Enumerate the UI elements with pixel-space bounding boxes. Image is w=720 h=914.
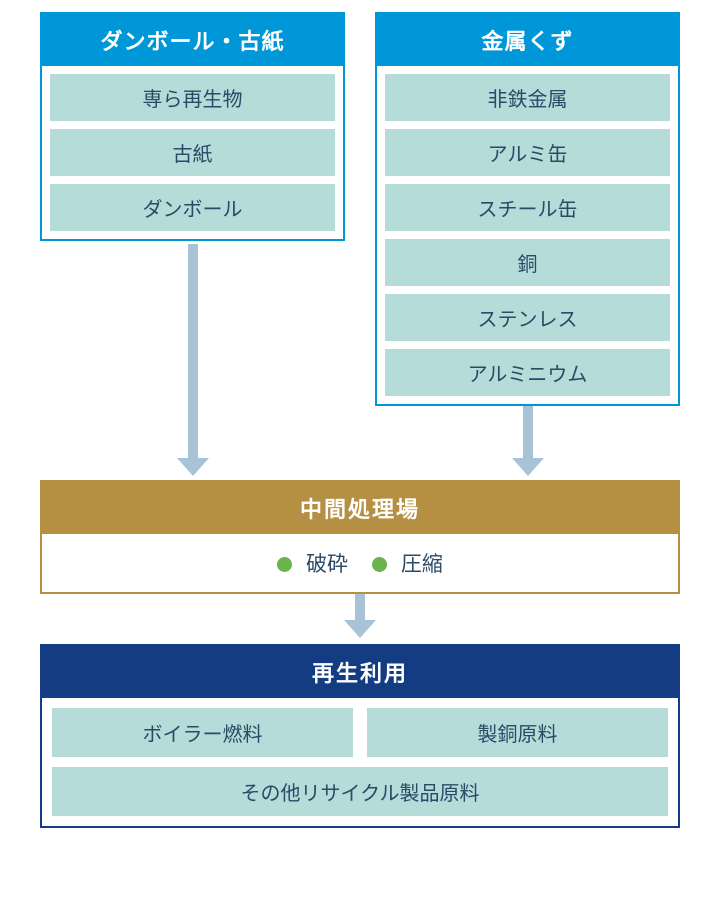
arrow-down-icon bbox=[510, 406, 546, 476]
recycle-box: 再生利用 ボイラー燃料製銅原料 その他リサイクル製品原料 bbox=[40, 644, 680, 828]
recycle-item: 製銅原料 bbox=[367, 708, 668, 757]
category-item: 古紙 bbox=[50, 129, 335, 176]
intermediate-processes: 破砕 圧縮 bbox=[42, 534, 678, 592]
bullet-dot-icon bbox=[372, 557, 387, 572]
process-label: 破砕 bbox=[300, 553, 348, 576]
recycle-row-1: ボイラー燃料製銅原料 bbox=[52, 708, 668, 757]
arrow-down-icon bbox=[342, 594, 378, 638]
category-item: スチール缶 bbox=[385, 184, 670, 231]
category-box-cardboard: ダンボール・古紙 専ら再生物古紙ダンボール bbox=[40, 12, 345, 241]
category-item: アルミ缶 bbox=[385, 129, 670, 176]
category-item: アルミニウム bbox=[385, 349, 670, 396]
recycle-row-2: その他リサイクル製品原料 bbox=[52, 767, 668, 816]
top-categories-row: ダンボール・古紙 専ら再生物古紙ダンボール 金属くず 非鉄金属アルミ缶スチール缶… bbox=[40, 12, 680, 406]
intermediate-processing-box: 中間処理場 破砕 圧縮 bbox=[40, 480, 680, 594]
category-item: 銅 bbox=[385, 239, 670, 286]
category-item: 非鉄金属 bbox=[385, 74, 670, 121]
recycle-item: ボイラー燃料 bbox=[52, 708, 353, 757]
category-item: ステンレス bbox=[385, 294, 670, 341]
arrow-cell-right bbox=[375, 406, 680, 476]
bullet-dot-icon bbox=[277, 557, 292, 572]
process-label: 圧縮 bbox=[395, 553, 443, 576]
arrow-down-icon bbox=[175, 244, 211, 476]
category-box-metal: 金属くず 非鉄金属アルミ缶スチール缶銅ステンレスアルミニウム bbox=[375, 12, 680, 406]
category-items-metal: 非鉄金属アルミ缶スチール缶銅ステンレスアルミニウム bbox=[377, 66, 678, 404]
recycle-item: その他リサイクル製品原料 bbox=[52, 767, 668, 816]
arrow-cell-center bbox=[40, 594, 680, 642]
arrow-cell-left bbox=[40, 244, 345, 314]
recycle-header: 再生利用 bbox=[42, 646, 678, 698]
category-item: ダンボール bbox=[50, 184, 335, 231]
category-items-cardboard: 専ら再生物古紙ダンボール bbox=[42, 66, 343, 239]
intermediate-header: 中間処理場 bbox=[42, 482, 678, 534]
recycle-body: ボイラー燃料製銅原料 その他リサイクル製品原料 bbox=[42, 698, 678, 826]
arrow-row-top bbox=[40, 406, 680, 476]
category-item: 専ら再生物 bbox=[50, 74, 335, 121]
category-header-metal: 金属くず bbox=[377, 14, 678, 66]
category-header-cardboard: ダンボール・古紙 bbox=[42, 14, 343, 66]
